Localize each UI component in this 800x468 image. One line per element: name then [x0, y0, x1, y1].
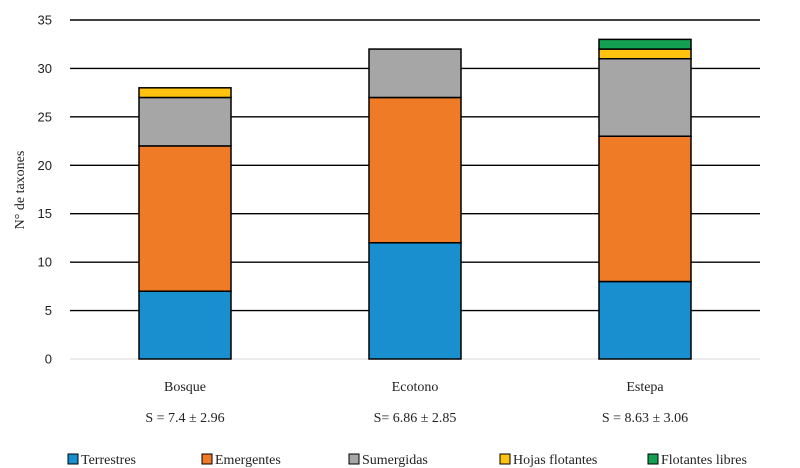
legend-item: Hojas flotantes [499, 453, 597, 468]
category-notes: S = 7.4 ± 2.96 S= 6.86 ± 2.85 S = 8.63 ± 3… [145, 411, 688, 426]
category-note: S= 6.86 ± 2.85 [374, 411, 457, 426]
bar-segment-hojas-flotantes [598, 48, 692, 60]
bar-segment-terrestres [598, 280, 692, 360]
bar-segment-hojas-flotantes [138, 87, 232, 99]
bar-segment-sumergidas [598, 57, 692, 137]
legend-swatch [201, 453, 213, 465]
legend-label: Hojas flotantes [513, 453, 597, 468]
bar-segment-emergentes [368, 96, 462, 244]
bar-segment-sumergidas [368, 48, 462, 99]
legend-swatch [348, 453, 360, 465]
bar-segment-emergentes [138, 145, 232, 292]
y-tick-label: 15 [38, 206, 52, 221]
category-labels: Bosque Ecotono Estepa [164, 380, 664, 395]
legend-label: Emergentes [215, 453, 281, 468]
bar-segment-terrestres [138, 290, 232, 360]
category-note: S = 7.4 ± 2.96 [145, 411, 224, 426]
legend-label: Sumergidas [362, 453, 428, 468]
y-tick-label: 20 [38, 158, 52, 173]
legend-swatch [647, 453, 659, 465]
bars [138, 38, 692, 360]
legend-item: Flotantes libres [647, 453, 747, 468]
y-tick-label: 10 [38, 255, 52, 270]
y-tick-label: 30 [38, 61, 52, 76]
y-tick-label: 35 [38, 13, 52, 28]
legend-item: Sumergidas [348, 453, 428, 468]
bar-segment-emergentes [598, 135, 692, 283]
legend-item: Terrestres [67, 453, 136, 468]
legend-item: Emergentes [201, 453, 281, 468]
bar-segment-sumergidas [138, 96, 232, 147]
legend-swatch [499, 453, 511, 465]
y-axis-label: N° de taxones [13, 151, 28, 230]
legend-label: Flotantes libres [661, 453, 747, 468]
category-label: Bosque [164, 380, 206, 395]
bar-segment-flotantes-libres [598, 38, 692, 50]
y-tick-label: 25 [38, 109, 52, 124]
category-note: S = 8.63 ± 3.06 [602, 411, 688, 426]
bar-segment-terrestres [368, 242, 462, 360]
y-tick-label: 5 [45, 303, 52, 318]
category-label: Estepa [626, 380, 664, 395]
legend: Terrestres Emergentes Sumergidas Hojas flot… [67, 453, 747, 468]
y-tick-label: 0 [45, 352, 52, 367]
legend-swatch [67, 453, 79, 465]
y-tick-labels: 0 5 10 15 20 25 30 35 [38, 13, 52, 367]
category-label: Ecotono [392, 380, 439, 395]
legend-label: Terrestres [81, 453, 136, 468]
